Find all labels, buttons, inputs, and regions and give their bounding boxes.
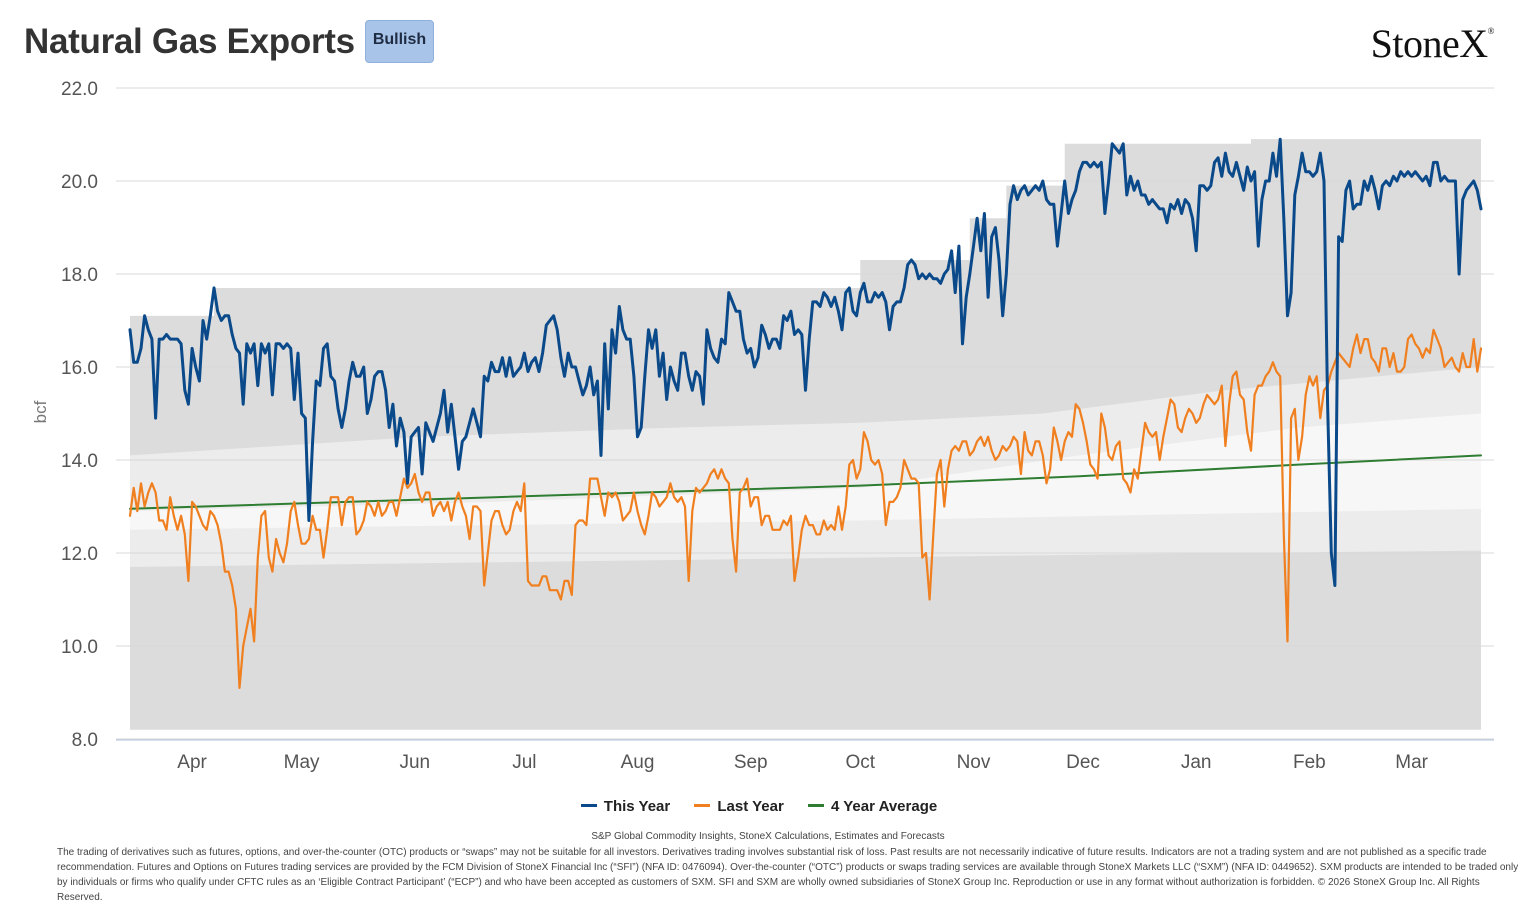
x-tick-label: Mar bbox=[1395, 752, 1428, 773]
legend-swatch bbox=[694, 803, 711, 807]
registered-mark: ® bbox=[1487, 26, 1495, 36]
x-axis-tick-labels: Apr May Jun Jul Aug Sep Oct Nov Dec Jan Feb Mar bbox=[177, 752, 1428, 773]
inner-range-band bbox=[130, 413, 1481, 530]
y-axis-label: bcf bbox=[31, 400, 50, 423]
y-tick-label: 18.0 bbox=[61, 265, 98, 286]
legend-item-4-year-average[interactable]: 4 Year Average bbox=[808, 798, 937, 815]
x-tick-label: Aug bbox=[621, 752, 655, 773]
legend-swatch bbox=[808, 803, 825, 807]
legend-label: Last Year bbox=[717, 798, 784, 815]
x-tick-label: Sep bbox=[734, 752, 768, 773]
x-tick-label: Apr bbox=[177, 752, 207, 773]
legend-label: This Year bbox=[603, 798, 671, 815]
y-tick-label: 14.0 bbox=[61, 451, 98, 472]
series-line-this-year bbox=[128, 137, 1483, 587]
source-note: S&P Global Commodity Insights, StoneX Ca… bbox=[591, 831, 945, 842]
sentiment-badge: Bullish bbox=[365, 20, 434, 63]
y-tick-label: 22.0 bbox=[61, 79, 98, 100]
x-tick-label: Dec bbox=[1066, 752, 1100, 773]
series-line-last-year bbox=[128, 328, 1483, 689]
y-tick-label: 16.0 bbox=[61, 358, 98, 379]
y-tick-label: 12.0 bbox=[61, 544, 98, 565]
chart-title: Natural Gas Exports bbox=[24, 22, 355, 61]
legend-item-this-year[interactable]: This Year bbox=[580, 798, 671, 815]
y-tick-label: 10.0 bbox=[61, 637, 98, 658]
legend-swatch bbox=[580, 803, 597, 807]
x-tick-label: Nov bbox=[957, 752, 991, 773]
gridlines bbox=[116, 87, 1494, 741]
x-tick-label: Oct bbox=[845, 752, 875, 773]
x-tick-label: Jun bbox=[399, 752, 430, 773]
logo-text: StoneX bbox=[1370, 21, 1489, 66]
line-chart: 22.0 20.0 18.0 16.0 14.0 12.0 10.0 8.0 Apr May Ju… bbox=[31, 79, 1494, 773]
legend-label: 4 Year Average bbox=[831, 798, 938, 815]
legend-item-last-year[interactable]: Last Year bbox=[694, 798, 784, 815]
legend: This Year Last Year 4 Year Average bbox=[0, 798, 1518, 815]
stonex-logo: StoneX® bbox=[1370, 20, 1495, 67]
series-lines bbox=[128, 137, 1483, 689]
y-axis-tick-labels: 22.0 20.0 18.0 16.0 14.0 12.0 10.0 8.0 bbox=[61, 79, 98, 751]
x-tick-label: May bbox=[284, 752, 320, 773]
disclaimer-text: The trading of derivatives such as futur… bbox=[57, 847, 1518, 903]
x-tick-label: Jan bbox=[1181, 752, 1212, 773]
y-tick-label: 8.0 bbox=[72, 730, 98, 751]
y-tick-label: 20.0 bbox=[61, 172, 98, 193]
x-tick-label: Jul bbox=[512, 752, 536, 773]
range-bands bbox=[130, 139, 1481, 730]
x-tick-label: Feb bbox=[1293, 752, 1326, 773]
